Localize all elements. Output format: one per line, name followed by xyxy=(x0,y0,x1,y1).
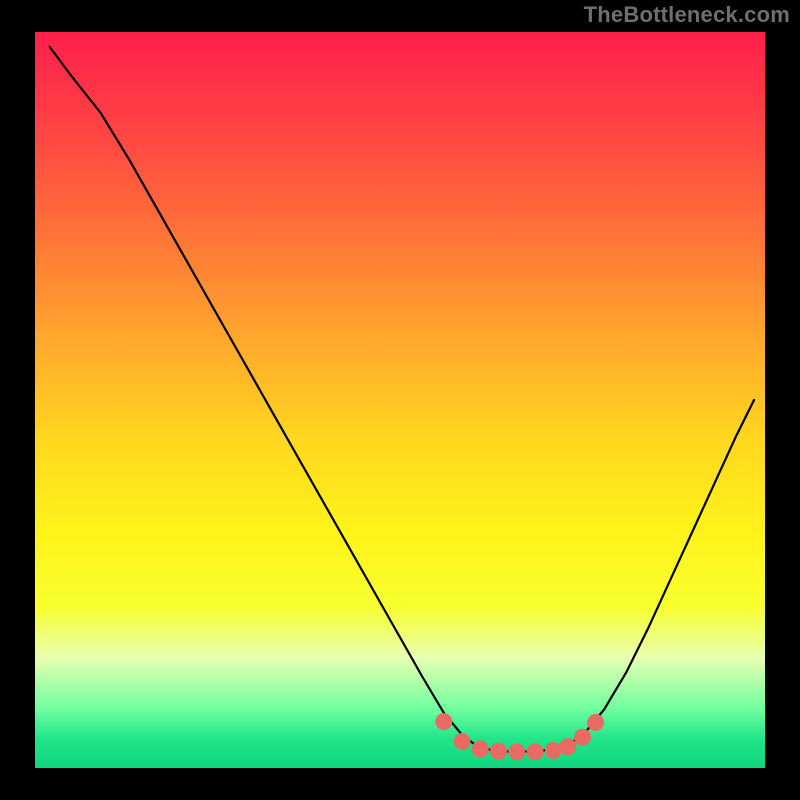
optimum-marker xyxy=(490,743,507,760)
optimum-marker xyxy=(574,729,591,746)
optimum-marker xyxy=(472,740,489,757)
chart-svg xyxy=(0,0,800,800)
optimum-marker xyxy=(587,714,604,731)
chart-stage: TheBottleneck.com xyxy=(0,0,800,800)
plot-area xyxy=(35,32,765,768)
optimum-marker xyxy=(435,713,452,730)
optimum-marker xyxy=(559,738,576,755)
watermark-text: TheBottleneck.com xyxy=(584,2,790,28)
optimum-marker xyxy=(454,733,471,750)
optimum-marker xyxy=(527,743,544,760)
optimum-marker xyxy=(508,743,525,760)
optimum-marker xyxy=(545,742,562,759)
